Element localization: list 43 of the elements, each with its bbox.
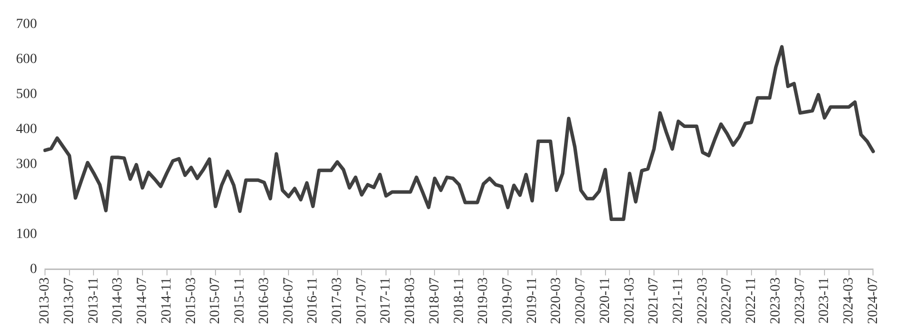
x-tick-label: 2023-03 bbox=[768, 277, 784, 324]
y-tick-label: 200 bbox=[16, 192, 37, 208]
y-tick-label: 300 bbox=[16, 157, 37, 172]
x-tick-label: 2022-03 bbox=[695, 277, 710, 324]
x-tick-label: 2021-03 bbox=[622, 277, 638, 324]
x-tick-label: 2016-07 bbox=[281, 277, 296, 324]
y-tick-label: 700 bbox=[16, 17, 37, 32]
x-tick-label: 2014-03 bbox=[110, 277, 126, 324]
x-tick-label: 2020-11 bbox=[598, 277, 613, 324]
x-tick-label: 2024-07 bbox=[866, 277, 881, 324]
x-tick-label: 2014-07 bbox=[135, 277, 150, 324]
x-tick-label: 2017-07 bbox=[354, 277, 370, 324]
x-tick-label: 2017-11 bbox=[378, 277, 394, 324]
x-tick-label: 2018-11 bbox=[452, 277, 467, 324]
x-tick-label: 2014-11 bbox=[159, 277, 174, 324]
x-tick-label: 2013-07 bbox=[62, 277, 78, 324]
x-tick-label: 2013-03 bbox=[38, 277, 53, 324]
x-tick-label: 2016-03 bbox=[256, 277, 272, 324]
x-tick-label: 2022-07 bbox=[720, 277, 735, 324]
x-tick-label: 2018-03 bbox=[403, 277, 418, 324]
x-tick-label: 2018-07 bbox=[427, 277, 442, 324]
x-tick-label: 2020-07 bbox=[574, 277, 589, 324]
x-tick-label: 2015-07 bbox=[208, 277, 224, 324]
x-tick-label: 2019-03 bbox=[476, 277, 492, 324]
x-tick-label: 2015-11 bbox=[232, 277, 248, 324]
x-tick-label: 2019-07 bbox=[500, 277, 516, 324]
x-tick-label: 2024-03 bbox=[842, 277, 857, 324]
x-tick-label: 2022-11 bbox=[744, 277, 760, 324]
x-tick-label: 2023-11 bbox=[817, 277, 832, 324]
y-tick-label: 500 bbox=[16, 87, 37, 102]
x-tick-label: 2013-11 bbox=[86, 277, 102, 324]
x-tick-label: 2016-11 bbox=[306, 277, 321, 324]
x-tick-label: 2017-03 bbox=[330, 277, 345, 324]
x-tick-label: 2021-11 bbox=[671, 277, 686, 324]
y-tick-label: 100 bbox=[16, 227, 37, 242]
x-tick-label: 2020-03 bbox=[549, 277, 564, 324]
y-tick-label: 600 bbox=[16, 52, 37, 68]
y-tick-label: 0 bbox=[30, 262, 37, 278]
x-tick-label: 2015-03 bbox=[184, 277, 199, 324]
x-tick-label: 2023-07 bbox=[792, 277, 808, 324]
x-tick-label: 2019-11 bbox=[524, 277, 540, 324]
x-tick-label: 2021-07 bbox=[646, 277, 662, 324]
y-tick-label: 400 bbox=[16, 122, 37, 138]
